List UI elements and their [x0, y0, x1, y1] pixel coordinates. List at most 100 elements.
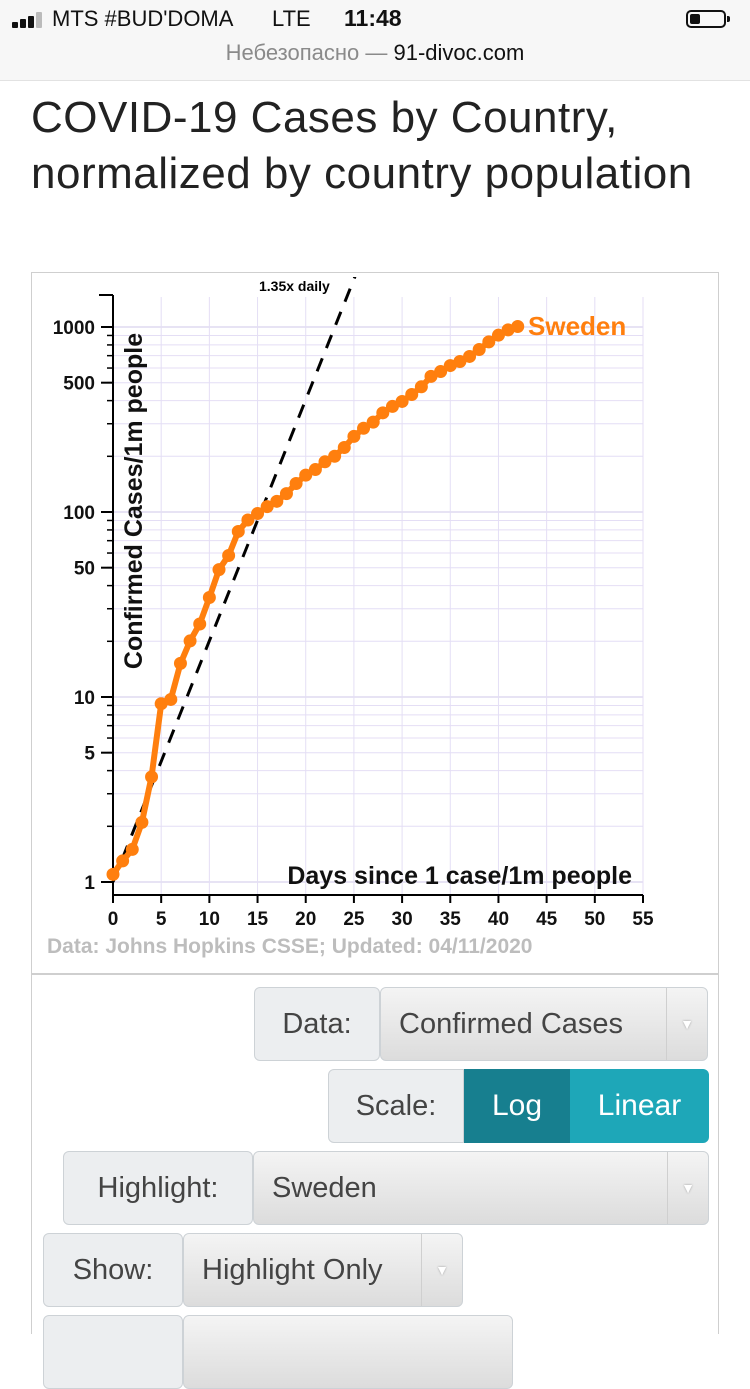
- series-sweden: [106, 319, 525, 881]
- data-point-27: [366, 415, 380, 429]
- data-point-19: [289, 476, 303, 490]
- data-point-25: [347, 429, 361, 443]
- y-tick-label-0: 1: [84, 873, 95, 894]
- x-tick-label-1: 5: [156, 909, 167, 930]
- y-tick-label-1: 5: [84, 744, 95, 765]
- y-tick-label-5: 500: [63, 374, 95, 395]
- series-line-0: [110, 323, 519, 877]
- show-select-value: Highlight Only: [202, 1253, 383, 1286]
- data-point-29: [385, 399, 399, 413]
- clock: 11:48: [344, 5, 402, 31]
- data-point-9: [193, 617, 207, 631]
- x-tick-label-11: 55: [632, 909, 654, 930]
- page-title: COVID-19 Cases by Country, normalized by…: [31, 93, 693, 198]
- show-select[interactable]: Highlight Only ▼: [183, 1233, 463, 1307]
- y-tick-label-3: 50: [74, 559, 95, 580]
- data-point-18: [279, 487, 293, 501]
- data-point-14: [241, 513, 255, 527]
- chevron-down-icon: ▼: [666, 988, 707, 1060]
- data-point-16: [260, 500, 274, 514]
- data-point-4: [145, 770, 159, 784]
- data-point-34: [434, 365, 448, 379]
- data-point-40: [491, 328, 505, 342]
- y-tick-label-6: 1000: [53, 318, 95, 339]
- data-select[interactable]: Confirmed Cases ▼: [380, 987, 708, 1061]
- data-point-6: [164, 692, 178, 706]
- data-point-3: [135, 815, 149, 829]
- highlight-control-label: Highlight:: [63, 1151, 253, 1225]
- data-point-30: [395, 394, 409, 408]
- data-point-7: [173, 656, 187, 670]
- chevron-down-icon: ▼: [667, 1152, 708, 1224]
- y-axis-label: Confirmed Cases/1m people: [120, 333, 148, 669]
- x-tick-label-2: 10: [199, 909, 220, 930]
- data-source-note: Data: Johns Hopkins CSSE; Updated: 04/11…: [47, 935, 533, 958]
- x-tick-label-5: 25: [343, 909, 365, 930]
- data-point-24: [337, 441, 351, 455]
- data-point-26: [357, 421, 371, 435]
- url-bar[interactable]: Небезопасно — 91-divoc.com: [0, 40, 750, 66]
- data-point-42: [511, 319, 525, 333]
- data-point-15: [251, 507, 265, 521]
- chart-grid: [112, 297, 644, 895]
- status-bar: MTS #BUD'DOMA LTE 11:48 Небезопасно — 91…: [0, 0, 750, 81]
- data-point-31: [405, 387, 419, 401]
- scale-control: Scale: Log Linear: [328, 1069, 709, 1143]
- y-tick-label-2: 10: [74, 688, 95, 709]
- data-point-10: [202, 591, 216, 605]
- highlight-control: Highlight: Sweden ▼: [63, 1151, 709, 1225]
- x-tick-label-8: 40: [488, 909, 509, 930]
- data-point-20: [299, 468, 313, 482]
- data-point-23: [328, 449, 342, 463]
- data-point-0: [106, 867, 120, 881]
- data-point-37: [463, 349, 477, 363]
- chevron-down-icon: ▼: [421, 1234, 462, 1306]
- data-point-28: [376, 406, 390, 420]
- data-point-8: [183, 634, 197, 648]
- data-select-value: Confirmed Cases: [399, 1007, 624, 1040]
- next-control: [43, 1315, 513, 1389]
- x-axis-label: Days since 1 case/1m people: [287, 862, 632, 890]
- next-select[interactable]: [183, 1315, 513, 1389]
- security-warning: Небезопасно: [225, 40, 360, 65]
- data-control-label: Data:: [254, 987, 380, 1061]
- data-point-17: [270, 494, 284, 508]
- show-control-label: Show:: [43, 1233, 183, 1307]
- data-point-39: [482, 335, 496, 349]
- x-tick-label-6: 30: [392, 909, 413, 930]
- url-domain: 91-divoc.com: [393, 40, 525, 65]
- x-tick-label-0: 0: [108, 909, 119, 930]
- y-tick-label-4: 100: [63, 503, 95, 524]
- next-control-label: [43, 1315, 183, 1389]
- series-label-sweden: Sweden: [528, 311, 626, 341]
- x-tick-label-4: 20: [295, 909, 316, 930]
- data-control: Data: Confirmed Cases ▼: [254, 987, 708, 1061]
- data-point-33: [424, 369, 438, 383]
- url-separator: —: [365, 40, 388, 65]
- network-type: LTE: [272, 6, 311, 31]
- data-point-11: [212, 563, 226, 577]
- data-point-2: [125, 842, 139, 856]
- data-point-21: [308, 463, 322, 477]
- reference-line-label: 1.35x daily: [259, 278, 330, 294]
- highlight-select-value: Sweden: [272, 1171, 377, 1204]
- scale-linear-button[interactable]: Linear: [570, 1069, 709, 1143]
- highlight-select[interactable]: Sweden ▼: [253, 1151, 709, 1225]
- data-point-36: [453, 354, 467, 368]
- show-control: Show: Highlight Only ▼: [43, 1233, 463, 1307]
- chart-card: 1.35x daily 1 5 10 50 100 500 1000 0 5 10 15 20 25 30…: [31, 272, 719, 974]
- carrier-name: MTS #BUD'DOMA: [52, 6, 234, 31]
- data-point-32: [414, 380, 428, 394]
- data-point-38: [472, 342, 486, 356]
- data-point-13: [231, 524, 245, 538]
- x-tick-label-9: 45: [536, 909, 558, 930]
- data-point-22: [318, 455, 332, 469]
- signal-strength-icon: [12, 12, 46, 28]
- x-tick-label-7: 35: [440, 909, 462, 930]
- x-tick-label-3: 15: [247, 909, 269, 930]
- data-point-12: [222, 548, 236, 562]
- scale-control-label: Scale:: [328, 1069, 464, 1143]
- scale-log-button[interactable]: Log: [464, 1069, 570, 1143]
